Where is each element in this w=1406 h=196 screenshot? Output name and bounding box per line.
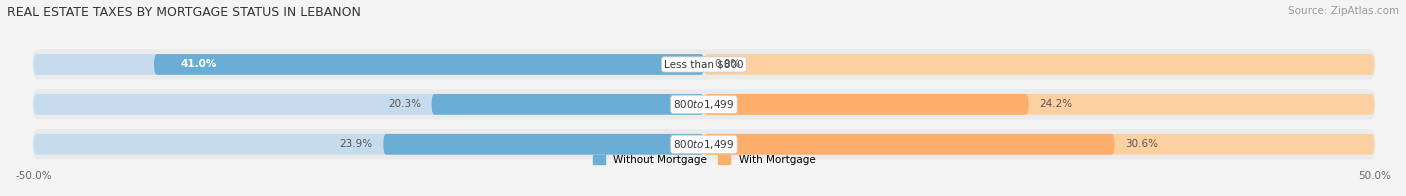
FancyBboxPatch shape <box>34 94 704 115</box>
Text: REAL ESTATE TAXES BY MORTGAGE STATUS IN LEBANON: REAL ESTATE TAXES BY MORTGAGE STATUS IN … <box>7 6 361 19</box>
FancyBboxPatch shape <box>34 134 704 155</box>
FancyBboxPatch shape <box>704 54 1375 75</box>
Text: 41.0%: 41.0% <box>181 59 217 69</box>
FancyBboxPatch shape <box>432 94 704 115</box>
Text: $800 to $1,499: $800 to $1,499 <box>673 98 734 111</box>
Text: 24.2%: 24.2% <box>1039 99 1073 109</box>
Text: 0.0%: 0.0% <box>714 59 741 69</box>
Text: Less than $800: Less than $800 <box>664 59 744 69</box>
FancyBboxPatch shape <box>34 54 704 75</box>
FancyBboxPatch shape <box>155 54 704 75</box>
Text: $800 to $1,499: $800 to $1,499 <box>673 138 734 151</box>
Legend: Without Mortgage, With Mortgage: Without Mortgage, With Mortgage <box>589 151 820 169</box>
FancyBboxPatch shape <box>704 134 1115 155</box>
Text: 23.9%: 23.9% <box>339 139 373 149</box>
FancyBboxPatch shape <box>704 94 1029 115</box>
FancyBboxPatch shape <box>34 89 1375 120</box>
FancyBboxPatch shape <box>384 134 704 155</box>
FancyBboxPatch shape <box>34 49 1375 80</box>
FancyBboxPatch shape <box>34 129 1375 159</box>
FancyBboxPatch shape <box>704 94 1375 115</box>
Text: 30.6%: 30.6% <box>1125 139 1159 149</box>
FancyBboxPatch shape <box>704 134 1375 155</box>
Text: 20.3%: 20.3% <box>388 99 420 109</box>
Text: Source: ZipAtlas.com: Source: ZipAtlas.com <box>1288 6 1399 16</box>
